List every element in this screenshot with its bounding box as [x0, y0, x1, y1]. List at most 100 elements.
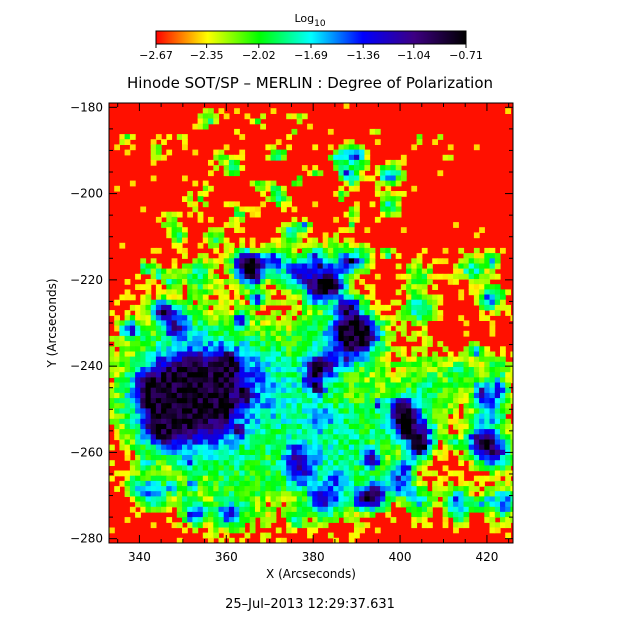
heatmap-cell: [265, 335, 272, 342]
heatmap-cell: [500, 501, 506, 508]
heatmap-cell: [218, 372, 225, 378]
heatmap-cell: [447, 434, 454, 441]
heatmap-cell: [307, 361, 313, 368]
heatmap-cell: [244, 486, 251, 492]
heatmap-cell: [270, 475, 277, 482]
heatmap-cell: [364, 341, 371, 347]
heatmap-cell: [202, 413, 209, 420]
heatmap-cell: [119, 242, 126, 249]
heatmap-cell: [333, 460, 339, 466]
heatmap-cell: [348, 279, 355, 285]
heatmap-cell: [354, 527, 360, 534]
heatmap-cell: [489, 470, 496, 477]
heatmap-cell: [390, 398, 397, 404]
heatmap-cell: [385, 398, 392, 404]
heatmap-cell: [312, 480, 319, 487]
heatmap-cell: [374, 423, 381, 430]
heatmap-cell: [364, 506, 371, 513]
heatmap-cell: [427, 372, 433, 378]
heatmap-cell: [176, 346, 183, 353]
heatmap-cell: [187, 304, 193, 311]
heatmap-cell: [374, 429, 381, 435]
x-tick-label: 400: [389, 550, 412, 564]
heatmap-cell: [453, 263, 459, 270]
heatmap-cell: [479, 429, 485, 435]
heatmap-cell: [270, 279, 277, 285]
heatmap-cell: [317, 268, 324, 275]
heatmap-cell: [119, 351, 126, 358]
heatmap-cell: [249, 284, 256, 290]
heatmap-cell: [213, 501, 220, 508]
heatmap-cell: [291, 346, 298, 353]
heatmap-cell: [307, 330, 313, 337]
heatmap-cell: [166, 465, 173, 472]
heatmap-cell: [275, 408, 282, 415]
heatmap-cell: [161, 289, 167, 296]
heatmap-cell: [327, 449, 334, 456]
heatmap-cell: [187, 382, 193, 389]
heatmap-cell: [291, 268, 298, 275]
heatmap-cell: [312, 398, 319, 404]
heatmap-cell: [437, 341, 444, 347]
heatmap-cell: [489, 506, 496, 513]
heatmap-cell: [343, 191, 350, 197]
heatmap-cell: [192, 449, 199, 456]
heatmap-cell: [249, 320, 256, 327]
heatmap-cell: [182, 253, 188, 259]
heatmap-cell: [359, 242, 365, 249]
heatmap-cell: [385, 185, 392, 192]
heatmap-cell: [484, 439, 491, 446]
heatmap-cell: [380, 455, 386, 461]
heatmap-cell: [421, 392, 428, 399]
heatmap-cell: [364, 455, 371, 461]
heatmap-cell: [453, 470, 459, 477]
heatmap-cell: [447, 418, 454, 425]
heatmap-cell: [338, 227, 345, 233]
heatmap-cell: [317, 289, 324, 296]
heatmap-cell: [406, 465, 412, 472]
heatmap-cell: [494, 455, 501, 461]
heatmap-cell: [192, 320, 199, 327]
heatmap-cell: [218, 330, 225, 337]
heatmap-cell: [312, 361, 319, 368]
heatmap-cell: [145, 320, 152, 327]
heatmap-cell: [150, 351, 157, 358]
heatmap-cell: [348, 206, 355, 213]
heatmap-cell: [228, 392, 235, 399]
heatmap-cell: [359, 449, 365, 456]
heatmap-cell: [260, 335, 266, 342]
heatmap-cell: [500, 423, 506, 430]
heatmap-cell: [249, 289, 256, 296]
heatmap-cell: [406, 356, 412, 363]
heatmap-cell: [166, 346, 173, 353]
heatmap-cell: [265, 418, 272, 425]
heatmap-cell: [322, 455, 329, 461]
heatmap-cell: [333, 335, 339, 342]
heatmap-cell: [171, 284, 178, 290]
heatmap-cell: [202, 263, 209, 270]
heatmap-cell: [291, 460, 298, 466]
heatmap-cell: [270, 480, 277, 487]
heatmap-cell: [286, 289, 292, 296]
heatmap-cell: [145, 480, 152, 487]
heatmap-cell: [150, 273, 157, 280]
heatmap-cell: [463, 356, 470, 363]
heatmap-cell: [166, 341, 173, 347]
heatmap-cell: [322, 392, 329, 399]
heatmap-cell: [166, 222, 173, 228]
heatmap-cell: [406, 496, 412, 503]
heatmap-cell: [421, 341, 428, 347]
heatmap-cell: [228, 356, 235, 363]
heatmap-cell: [150, 522, 157, 529]
heatmap-cell: [114, 361, 120, 368]
heatmap-cell: [484, 429, 491, 435]
heatmap-cell: [218, 491, 225, 497]
heatmap-cell: [275, 387, 282, 394]
heatmap-cell: [129, 506, 136, 513]
heatmap-cell: [458, 247, 465, 254]
heatmap-cell: [291, 232, 298, 239]
heatmap-cell: [228, 403, 235, 409]
heatmap-cell: [343, 470, 350, 477]
heatmap-cell: [338, 434, 345, 441]
heatmap-cell: [400, 444, 407, 451]
